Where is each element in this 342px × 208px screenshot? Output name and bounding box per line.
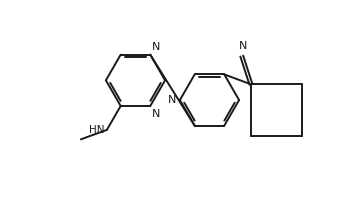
- Text: HN: HN: [89, 125, 105, 135]
- Text: N: N: [168, 95, 176, 105]
- Text: N: N: [152, 109, 161, 119]
- Text: N: N: [152, 42, 161, 52]
- Text: N: N: [239, 41, 247, 51]
